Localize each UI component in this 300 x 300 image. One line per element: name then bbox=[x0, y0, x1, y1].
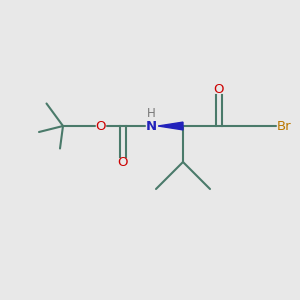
Text: O: O bbox=[214, 82, 224, 96]
Text: Br: Br bbox=[277, 119, 291, 133]
Text: N: N bbox=[146, 119, 157, 133]
Text: O: O bbox=[95, 119, 106, 133]
Text: H: H bbox=[147, 107, 156, 120]
Polygon shape bbox=[158, 122, 183, 130]
Text: O: O bbox=[118, 156, 128, 170]
